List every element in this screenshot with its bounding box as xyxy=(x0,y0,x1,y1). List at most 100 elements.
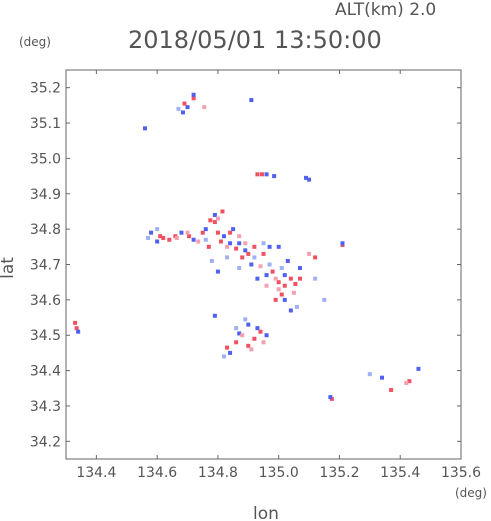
data-point xyxy=(252,244,257,249)
data-point xyxy=(276,280,281,285)
data-point xyxy=(313,255,318,260)
data-point xyxy=(276,287,281,292)
data-point xyxy=(380,375,384,380)
y-tick-label: 35.0 xyxy=(30,151,61,167)
data-point xyxy=(187,234,192,239)
data-point xyxy=(225,244,230,249)
data-point xyxy=(285,258,290,263)
data-point xyxy=(146,235,151,240)
y-tick-label: 34.8 xyxy=(30,222,61,238)
data-point xyxy=(222,354,226,359)
data-point xyxy=(215,269,220,274)
data-point xyxy=(191,237,196,242)
data-point xyxy=(264,172,269,177)
data-point xyxy=(237,234,242,239)
data-point xyxy=(243,317,248,322)
data-point xyxy=(273,297,278,302)
data-point xyxy=(220,209,225,214)
data-point xyxy=(222,234,226,239)
data-point xyxy=(225,345,230,350)
data-point xyxy=(249,347,254,352)
data-point xyxy=(293,281,298,286)
data-points xyxy=(73,92,421,401)
data-point xyxy=(237,241,242,246)
data-point xyxy=(209,258,214,263)
data-point xyxy=(212,313,217,318)
data-point xyxy=(218,239,223,244)
data-point xyxy=(212,220,217,225)
data-point xyxy=(272,174,277,179)
data-point xyxy=(404,380,409,385)
data-point xyxy=(234,326,239,331)
data-point xyxy=(252,255,257,260)
data-point xyxy=(288,308,293,313)
data-point xyxy=(322,297,327,302)
data-point xyxy=(282,297,287,302)
x-tick-label: 135.2 xyxy=(319,465,359,481)
data-point xyxy=(416,366,421,371)
data-point xyxy=(259,172,264,177)
data-point xyxy=(203,227,208,232)
data-point xyxy=(279,292,284,297)
data-point xyxy=(185,105,190,110)
data-point xyxy=(143,126,147,131)
x-tick-label: 134.8 xyxy=(198,465,238,481)
data-point xyxy=(304,175,309,180)
data-point xyxy=(261,340,266,345)
chart-title: 2018/05/01 13:50:00 xyxy=(128,26,382,54)
data-point xyxy=(282,273,287,278)
data-point xyxy=(264,273,269,278)
data-point xyxy=(206,244,211,249)
y-tick-label: 34.2 xyxy=(30,434,61,450)
data-point xyxy=(249,262,254,267)
x-unit-label: (deg) xyxy=(455,486,487,500)
data-point xyxy=(273,276,278,281)
y-tick-label: 34.3 xyxy=(30,399,61,415)
data-point xyxy=(258,264,263,269)
data-point xyxy=(267,262,272,267)
data-point xyxy=(231,227,236,232)
data-point xyxy=(212,212,217,217)
data-point xyxy=(74,326,79,331)
data-point xyxy=(294,304,299,309)
data-point xyxy=(367,372,372,377)
data-point xyxy=(161,235,166,240)
data-point xyxy=(155,227,160,232)
data-point xyxy=(246,322,251,327)
data-point xyxy=(246,343,251,348)
y-axis-label: lat xyxy=(0,257,18,279)
y-axis: 34.2 34.3 34.4 34.5 34.6 34.7 34.8 34.9 35.0 35.1… xyxy=(30,81,461,450)
data-point xyxy=(215,216,220,221)
x-axis: 134.4 134.6 134.8 135.0 135.2 135.4 135.6 xyxy=(76,70,481,481)
data-point xyxy=(228,350,233,355)
data-point xyxy=(240,333,245,338)
data-point xyxy=(261,251,266,256)
data-point xyxy=(208,218,213,223)
data-point xyxy=(158,234,163,239)
data-point xyxy=(215,230,220,235)
data-point xyxy=(264,283,269,288)
data-point xyxy=(185,230,190,235)
data-point xyxy=(313,276,318,281)
y-tick-label: 34.9 xyxy=(30,187,61,203)
y-tick-label: 34.4 xyxy=(30,364,61,380)
data-point xyxy=(270,269,275,274)
data-point xyxy=(307,177,312,182)
data-point xyxy=(155,239,160,244)
data-point xyxy=(182,101,187,106)
data-point xyxy=(282,283,287,288)
data-point xyxy=(249,98,254,103)
data-point xyxy=(255,172,260,177)
data-point xyxy=(200,230,205,235)
y-tick-label: 34.6 xyxy=(30,293,61,309)
data-point xyxy=(228,241,233,246)
x-tick-label: 135.0 xyxy=(259,465,299,481)
data-point xyxy=(234,340,239,345)
data-point xyxy=(288,276,293,281)
data-point xyxy=(176,106,181,111)
data-point xyxy=(407,379,412,384)
data-point xyxy=(191,92,196,97)
y-tick-label: 34.7 xyxy=(30,258,61,274)
data-point xyxy=(252,336,257,341)
data-point xyxy=(237,331,242,336)
